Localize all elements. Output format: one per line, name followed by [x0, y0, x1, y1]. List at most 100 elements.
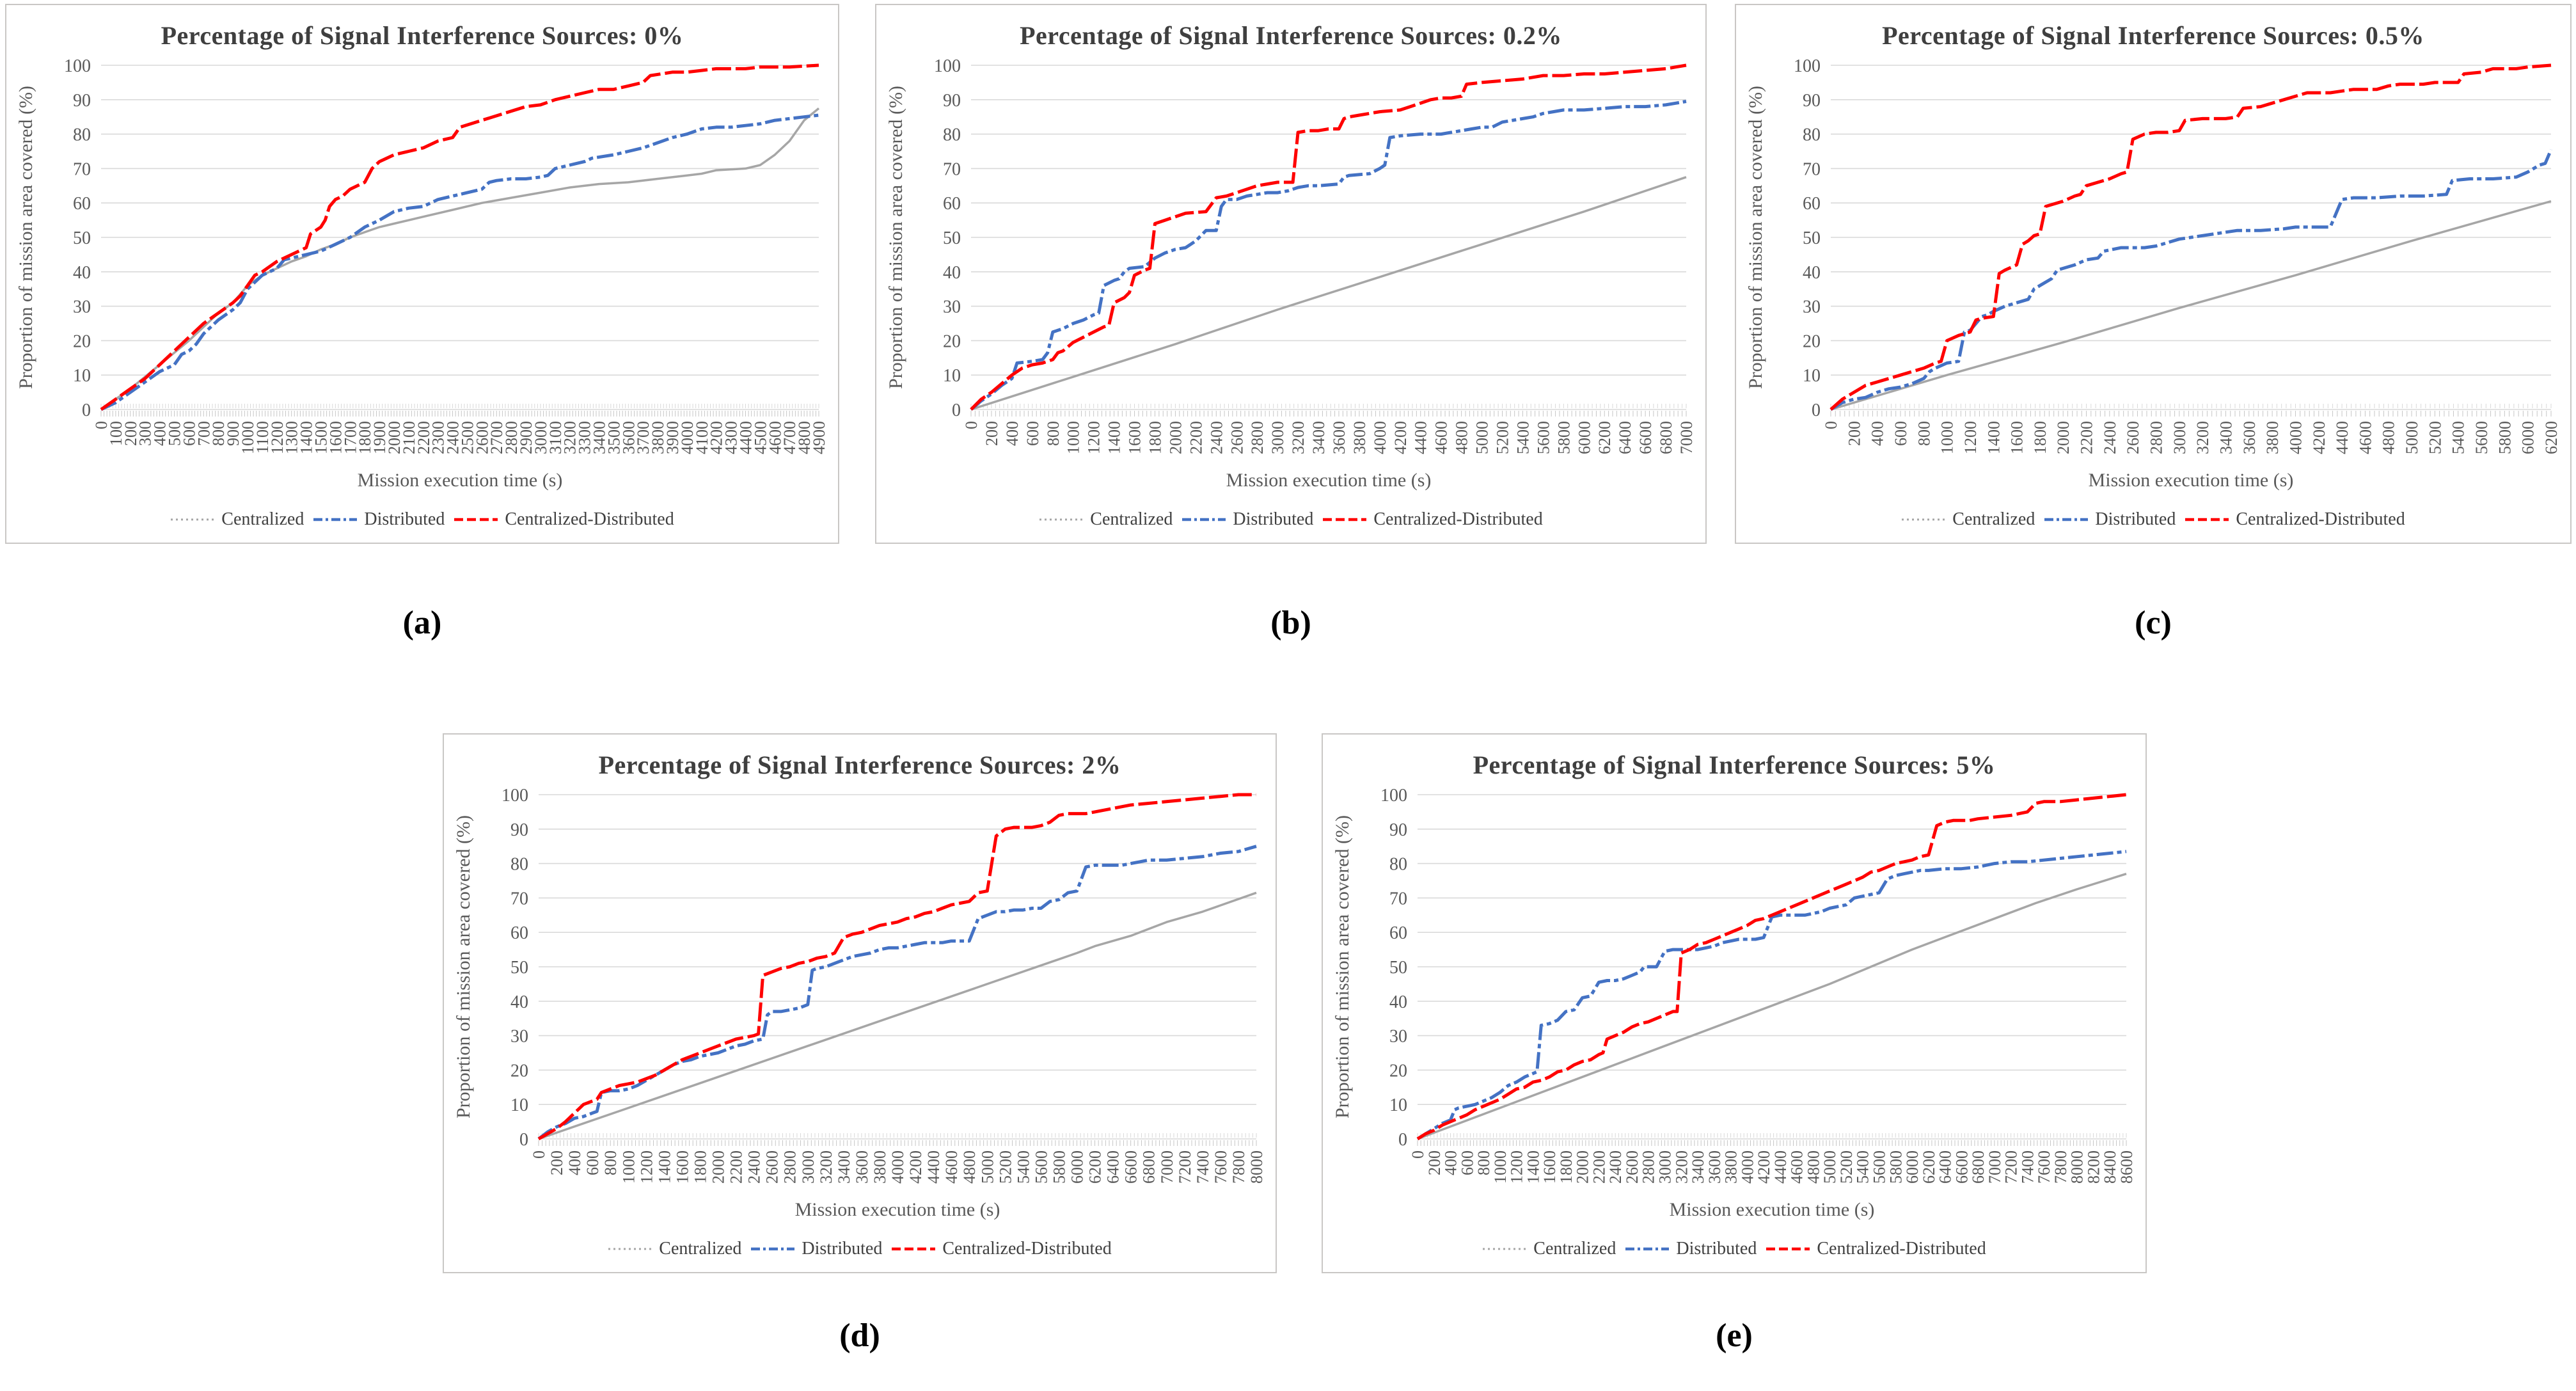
- svg-text:4800: 4800: [1453, 421, 1471, 454]
- svg-text:400: 400: [151, 421, 170, 446]
- svg-text:4500: 4500: [751, 421, 770, 454]
- svg-text:100: 100: [64, 56, 91, 76]
- svg-text:3800: 3800: [2263, 421, 2282, 454]
- svg-text:4600: 4600: [2356, 421, 2375, 454]
- svg-text:1000: 1000: [239, 421, 257, 454]
- svg-text:80: 80: [73, 125, 91, 145]
- svg-text:2400: 2400: [1207, 421, 1226, 454]
- svg-text:5800: 5800: [1554, 421, 1573, 454]
- svg-text:5600: 5600: [1870, 1150, 1888, 1184]
- svg-text:1600: 1600: [673, 1150, 691, 1184]
- svg-text:1600: 1600: [1540, 1150, 1559, 1184]
- svg-text:5000: 5000: [1473, 421, 1492, 454]
- legend-line-marker-icon: [1766, 1247, 1810, 1251]
- svg-text:1400: 1400: [1105, 421, 1124, 454]
- svg-text:4400: 4400: [924, 1150, 943, 1184]
- svg-text:2800: 2800: [781, 1150, 800, 1184]
- svg-text:90: 90: [1389, 820, 1407, 840]
- svg-text:300: 300: [136, 421, 155, 446]
- svg-text:20: 20: [1803, 331, 1821, 351]
- chart-title: Percentage of Signal Interference Source…: [1020, 21, 1562, 50]
- svg-text:2200: 2200: [415, 421, 433, 454]
- svg-text:5400: 5400: [2449, 421, 2468, 454]
- y-axis-title: Proportion of mission area covered (%): [1332, 815, 1353, 1118]
- legend-item-distributed: Distributed: [2044, 509, 2176, 530]
- svg-text:40: 40: [1803, 263, 1821, 283]
- svg-text:7800: 7800: [2051, 1150, 2070, 1184]
- svg-text:1200: 1200: [268, 421, 287, 454]
- svg-text:2500: 2500: [458, 421, 477, 454]
- chart-title: Percentage of Signal Interference Source…: [598, 751, 1121, 779]
- svg-text:4000: 4000: [1738, 1150, 1757, 1184]
- legend-label: Centralized: [1090, 509, 1173, 529]
- legend-item-distributed: Distributed: [1625, 1239, 1757, 1259]
- subfigure-caption-a: (a): [402, 605, 442, 641]
- svg-text:8000: 8000: [2068, 1150, 2087, 1184]
- svg-text:4200: 4200: [1391, 421, 1410, 454]
- x-axis-title: Mission execution time (s): [2089, 470, 2294, 491]
- svg-text:50: 50: [73, 228, 91, 248]
- svg-text:3000: 3000: [532, 421, 550, 454]
- svg-text:2200: 2200: [2078, 421, 2096, 454]
- svg-text:100: 100: [107, 421, 125, 446]
- legend-line-marker-icon: [2044, 518, 2089, 521]
- svg-text:3200: 3200: [561, 421, 580, 454]
- svg-text:60: 60: [1389, 923, 1407, 943]
- svg-text:1200: 1200: [1961, 421, 1980, 454]
- svg-text:0: 0: [530, 1150, 548, 1159]
- svg-text:1500: 1500: [312, 421, 330, 454]
- svg-text:2600: 2600: [763, 1150, 782, 1184]
- svg-text:4800: 4800: [2380, 421, 2398, 454]
- svg-text:2000: 2000: [385, 421, 404, 454]
- legend-item-centralized: Centralized: [608, 1239, 741, 1259]
- svg-text:1100: 1100: [253, 421, 272, 454]
- svg-text:6000: 6000: [2519, 421, 2538, 454]
- svg-text:3800: 3800: [1350, 421, 1369, 454]
- subfigure-caption-e: (e): [1716, 1317, 1753, 1354]
- chart-panel-interference-0-2pct: Percentage of Signal Interference Source…: [875, 4, 1707, 544]
- y-axis-title: Proportion of mission area covered (%): [15, 86, 36, 389]
- svg-text:40: 40: [1389, 992, 1407, 1012]
- svg-text:2600: 2600: [1228, 421, 1246, 454]
- svg-text:20: 20: [73, 331, 91, 351]
- svg-text:1600: 1600: [1126, 421, 1144, 454]
- x-axis-title: Mission execution time (s): [1226, 470, 1432, 491]
- legend-line-marker-icon: [1625, 1247, 1670, 1251]
- svg-text:0: 0: [1409, 1150, 1427, 1159]
- svg-text:1900: 1900: [370, 421, 389, 454]
- chart-title: Percentage of Signal Interference Source…: [1473, 751, 1996, 779]
- svg-text:0: 0: [952, 401, 961, 420]
- legend-label: Centralized: [659, 1239, 742, 1259]
- svg-text:100: 100: [1794, 56, 1821, 76]
- legend-line-marker-icon: [1182, 518, 1226, 521]
- svg-text:5800: 5800: [1886, 1150, 1905, 1184]
- svg-text:5800: 5800: [2495, 421, 2514, 454]
- svg-text:6200: 6200: [2542, 421, 2561, 454]
- svg-text:2600: 2600: [473, 421, 491, 454]
- svg-text:60: 60: [1803, 194, 1821, 214]
- subfigure-caption-d: (d): [839, 1317, 880, 1354]
- legend-item-distributed: Distributed: [313, 509, 445, 530]
- svg-text:4900: 4900: [810, 421, 828, 454]
- svg-text:400: 400: [1003, 421, 1022, 446]
- svg-text:8600: 8600: [2117, 1150, 2136, 1184]
- svg-text:6200: 6200: [1086, 1150, 1105, 1184]
- legend-label: Centralized-Distributed: [1373, 509, 1543, 529]
- chart-legend: Centralized Distributed Centralized-Distri…: [1323, 1228, 2145, 1269]
- svg-text:7800: 7800: [1229, 1150, 1248, 1184]
- svg-text:3800: 3800: [1722, 1150, 1741, 1184]
- svg-text:10: 10: [1389, 1095, 1407, 1115]
- svg-text:10: 10: [943, 366, 961, 386]
- x-axis-title: Mission execution time (s): [1670, 1199, 1875, 1220]
- svg-text:6800: 6800: [1657, 421, 1675, 454]
- svg-text:1000: 1000: [1938, 421, 1957, 454]
- svg-text:1600: 1600: [326, 421, 345, 454]
- legend-label: Centralized-Distributed: [1817, 1239, 1986, 1259]
- svg-text:2400: 2400: [444, 421, 462, 454]
- chart-legend: Centralized Distributed Centralized-Distri…: [444, 1228, 1276, 1269]
- svg-text:30: 30: [510, 1027, 528, 1047]
- svg-text:600: 600: [1458, 1150, 1476, 1175]
- svg-text:1200: 1200: [1508, 1150, 1526, 1184]
- svg-text:1200: 1200: [1085, 421, 1103, 454]
